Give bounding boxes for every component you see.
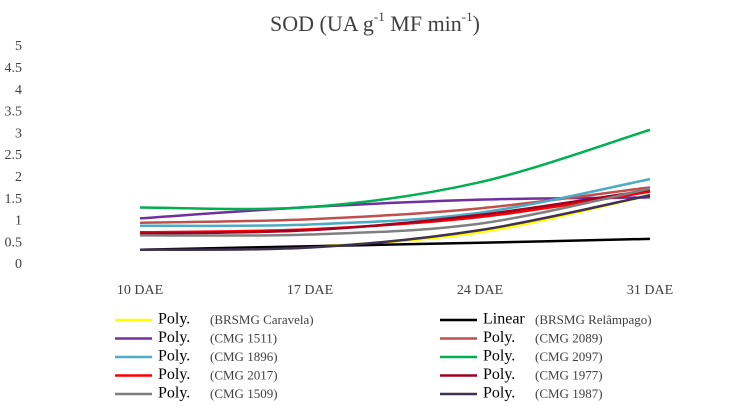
title-part: -1 <box>462 9 473 24</box>
title-part: MF min <box>385 11 462 36</box>
title-part: ) <box>473 11 480 36</box>
y-tick-label: 2.5 <box>5 148 23 163</box>
x-tick-label: 31 DAE <box>627 283 673 298</box>
y-tick-label: 3 <box>15 126 22 141</box>
y-tick-label: 0 <box>15 257 22 272</box>
legend-label: (CMG 1896) <box>210 349 278 364</box>
legend-label: (CMG 2097) <box>535 349 603 364</box>
trend-line <box>139 177 651 228</box>
trend-line <box>139 128 651 211</box>
legend-fit: Poly. <box>483 348 515 365</box>
trend-line <box>139 187 651 237</box>
title-part: SOD (UA g <box>270 11 374 36</box>
trend-line <box>139 237 651 251</box>
y-tick-label: 0.5 <box>5 235 23 250</box>
chart-title: SOD (UA g-1 MF min-1) <box>270 9 480 36</box>
legend-label: (BRSMG Relâmpago) <box>535 312 652 327</box>
y-tick-label: 1 <box>15 214 22 229</box>
trend-line <box>139 186 651 224</box>
trend-line <box>139 188 651 235</box>
y-tick-label: 4 <box>15 83 22 98</box>
legend-fit: Poly. <box>483 366 515 383</box>
title-part: -1 <box>374 9 385 24</box>
legend-fit: Linear <box>483 311 525 328</box>
y-tick-label: 3.5 <box>5 105 23 120</box>
legend-label: (BRSMG Caravela) <box>210 312 314 327</box>
trend-line <box>139 194 651 252</box>
legend-fit: Poly. <box>158 311 190 328</box>
legend-fit: Poly. <box>158 348 190 365</box>
y-tick-label: 2 <box>15 170 22 185</box>
legend-fit: Poly. <box>483 329 515 346</box>
x-tick-label: 24 DAE <box>457 283 503 298</box>
legend-fit: Poly. <box>158 366 190 383</box>
y-tick-label: 4.5 <box>5 61 23 76</box>
y-tick-label: 1.5 <box>5 192 23 207</box>
legend-label: (CMG 1511) <box>210 330 277 345</box>
legend-label: (CMG 1509) <box>210 386 278 401</box>
legend-label: (CMG 1987) <box>535 386 603 401</box>
legend-label: (CMG 1977) <box>535 367 603 382</box>
legend-fit: Poly. <box>158 329 190 346</box>
legend-fit: Poly. <box>483 385 515 402</box>
legend-label: (CMG 2089) <box>535 330 603 345</box>
legend-fit: Poly. <box>158 385 190 402</box>
x-tick-label: 10 DAE <box>117 283 163 298</box>
legend-label: (CMG 2017) <box>210 367 278 382</box>
y-tick-label: 5 <box>15 39 22 54</box>
x-tick-label: 17 DAE <box>287 283 333 298</box>
